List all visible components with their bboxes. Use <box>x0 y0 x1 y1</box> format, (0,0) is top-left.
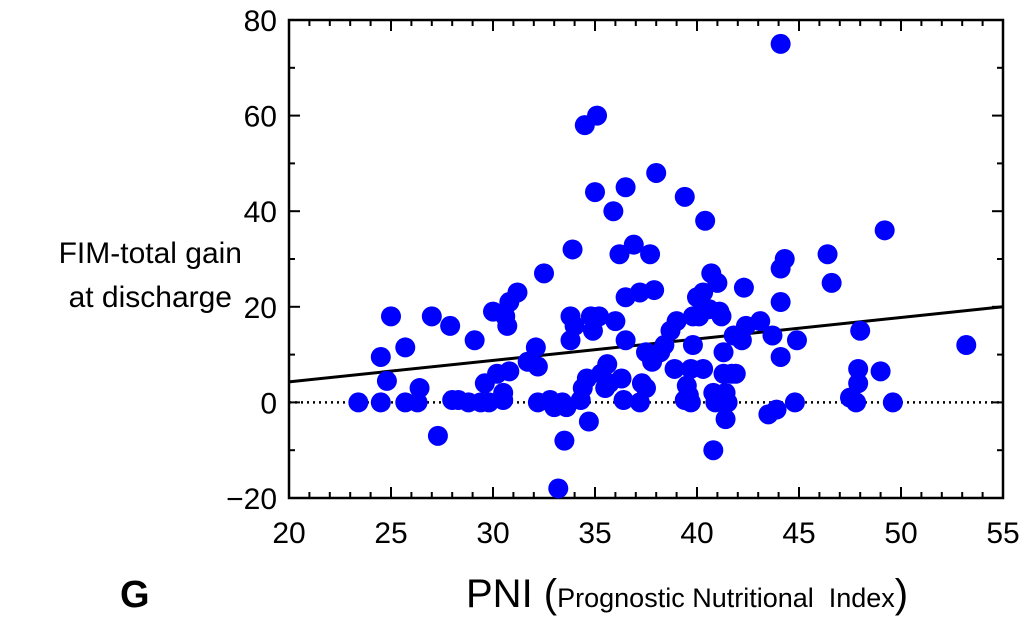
data-point <box>497 315 518 336</box>
data-point <box>733 277 754 298</box>
data-point <box>562 239 583 260</box>
data-point <box>587 105 608 126</box>
y-tick-label: 20 <box>244 292 277 325</box>
data-point <box>609 244 630 265</box>
data-point <box>817 244 838 265</box>
data-point <box>615 177 636 198</box>
data-point <box>762 325 783 346</box>
y-axis-label-line-1: FIM-total gain <box>58 237 242 270</box>
data-point <box>440 315 461 336</box>
x-tick-label: 45 <box>782 517 815 550</box>
data-point <box>409 378 430 399</box>
data-point <box>578 411 599 432</box>
data-point <box>848 373 869 394</box>
data-point <box>597 354 618 375</box>
x-axis-label: PNI (Prognostic Nutritional Index) <box>466 572 908 617</box>
data-point <box>711 306 732 327</box>
data-point <box>674 186 695 207</box>
x-axis-label-paren-open: ( <box>532 572 558 616</box>
x-axis-label-sub: Prognostic Nutritional Index <box>557 583 895 613</box>
data-point <box>499 361 520 382</box>
data-point <box>525 337 546 358</box>
data-point <box>527 356 548 377</box>
data-point <box>693 282 714 303</box>
y-tick-label: −20 <box>226 483 277 516</box>
data-point <box>548 478 569 499</box>
data-point <box>850 320 871 341</box>
data-point <box>695 210 716 231</box>
data-point <box>680 392 701 413</box>
data-point <box>376 370 397 391</box>
data-point <box>507 282 528 303</box>
y-axis-label-line-2: at discharge <box>68 281 232 314</box>
x-tick-label: 30 <box>476 517 509 550</box>
data-point <box>589 306 610 327</box>
data-point <box>750 311 771 332</box>
data-point <box>770 346 791 367</box>
data-point <box>715 409 736 430</box>
y-tick-label: 60 <box>244 101 277 134</box>
y-tick-label: 80 <box>244 5 277 38</box>
data-point <box>646 162 667 183</box>
data-point <box>370 392 391 413</box>
data-point <box>703 440 724 461</box>
data-point <box>725 363 746 384</box>
data-point <box>717 392 738 413</box>
x-tick-label: 55 <box>986 517 1019 550</box>
data-point <box>846 392 867 413</box>
data-point <box>707 272 728 293</box>
x-axis-label-paren-close: ) <box>894 572 909 616</box>
data-point <box>464 330 485 351</box>
x-tick-label: 50 <box>884 517 917 550</box>
data-point <box>603 201 624 222</box>
data-point <box>874 220 895 241</box>
data-point <box>770 33 791 54</box>
x-tick-label: 20 <box>272 517 305 550</box>
data-point <box>585 182 605 203</box>
data-point <box>784 392 805 413</box>
data-point <box>848 358 869 379</box>
data-point <box>554 430 575 451</box>
data-point <box>640 244 661 265</box>
data-point <box>636 378 656 399</box>
data-point <box>713 342 734 363</box>
data-point <box>611 368 632 389</box>
y-tick-label: 40 <box>244 196 277 229</box>
x-tick-label: 40 <box>680 517 713 550</box>
data-point <box>395 337 416 358</box>
data-point <box>821 272 842 293</box>
data-point <box>664 358 685 379</box>
data-point <box>613 390 634 411</box>
data-point <box>956 335 977 356</box>
data-point <box>370 346 391 367</box>
data-point <box>623 234 644 255</box>
y-tick-label: 0 <box>260 387 277 420</box>
x-tick-label: 25 <box>374 517 407 550</box>
data-point <box>493 390 514 411</box>
data-point <box>882 392 903 413</box>
data-point <box>766 399 787 420</box>
data-point <box>605 311 626 332</box>
x-tick-label: 35 <box>578 517 611 550</box>
data-point <box>693 358 714 379</box>
data-point <box>421 306 442 327</box>
data-point <box>564 315 585 336</box>
data-point <box>770 292 791 313</box>
data-point <box>615 330 636 351</box>
x-axis-label-main: PNI <box>466 572 533 616</box>
data-point <box>786 330 807 351</box>
data-point <box>348 392 369 413</box>
data-point <box>870 361 891 382</box>
panel-letter: G <box>120 574 150 616</box>
data-point <box>682 335 703 356</box>
data-point <box>666 311 687 332</box>
data-point <box>427 425 448 446</box>
data-point <box>534 263 554 284</box>
data-point <box>381 306 401 327</box>
data-point <box>774 249 795 269</box>
data-point <box>644 280 665 301</box>
